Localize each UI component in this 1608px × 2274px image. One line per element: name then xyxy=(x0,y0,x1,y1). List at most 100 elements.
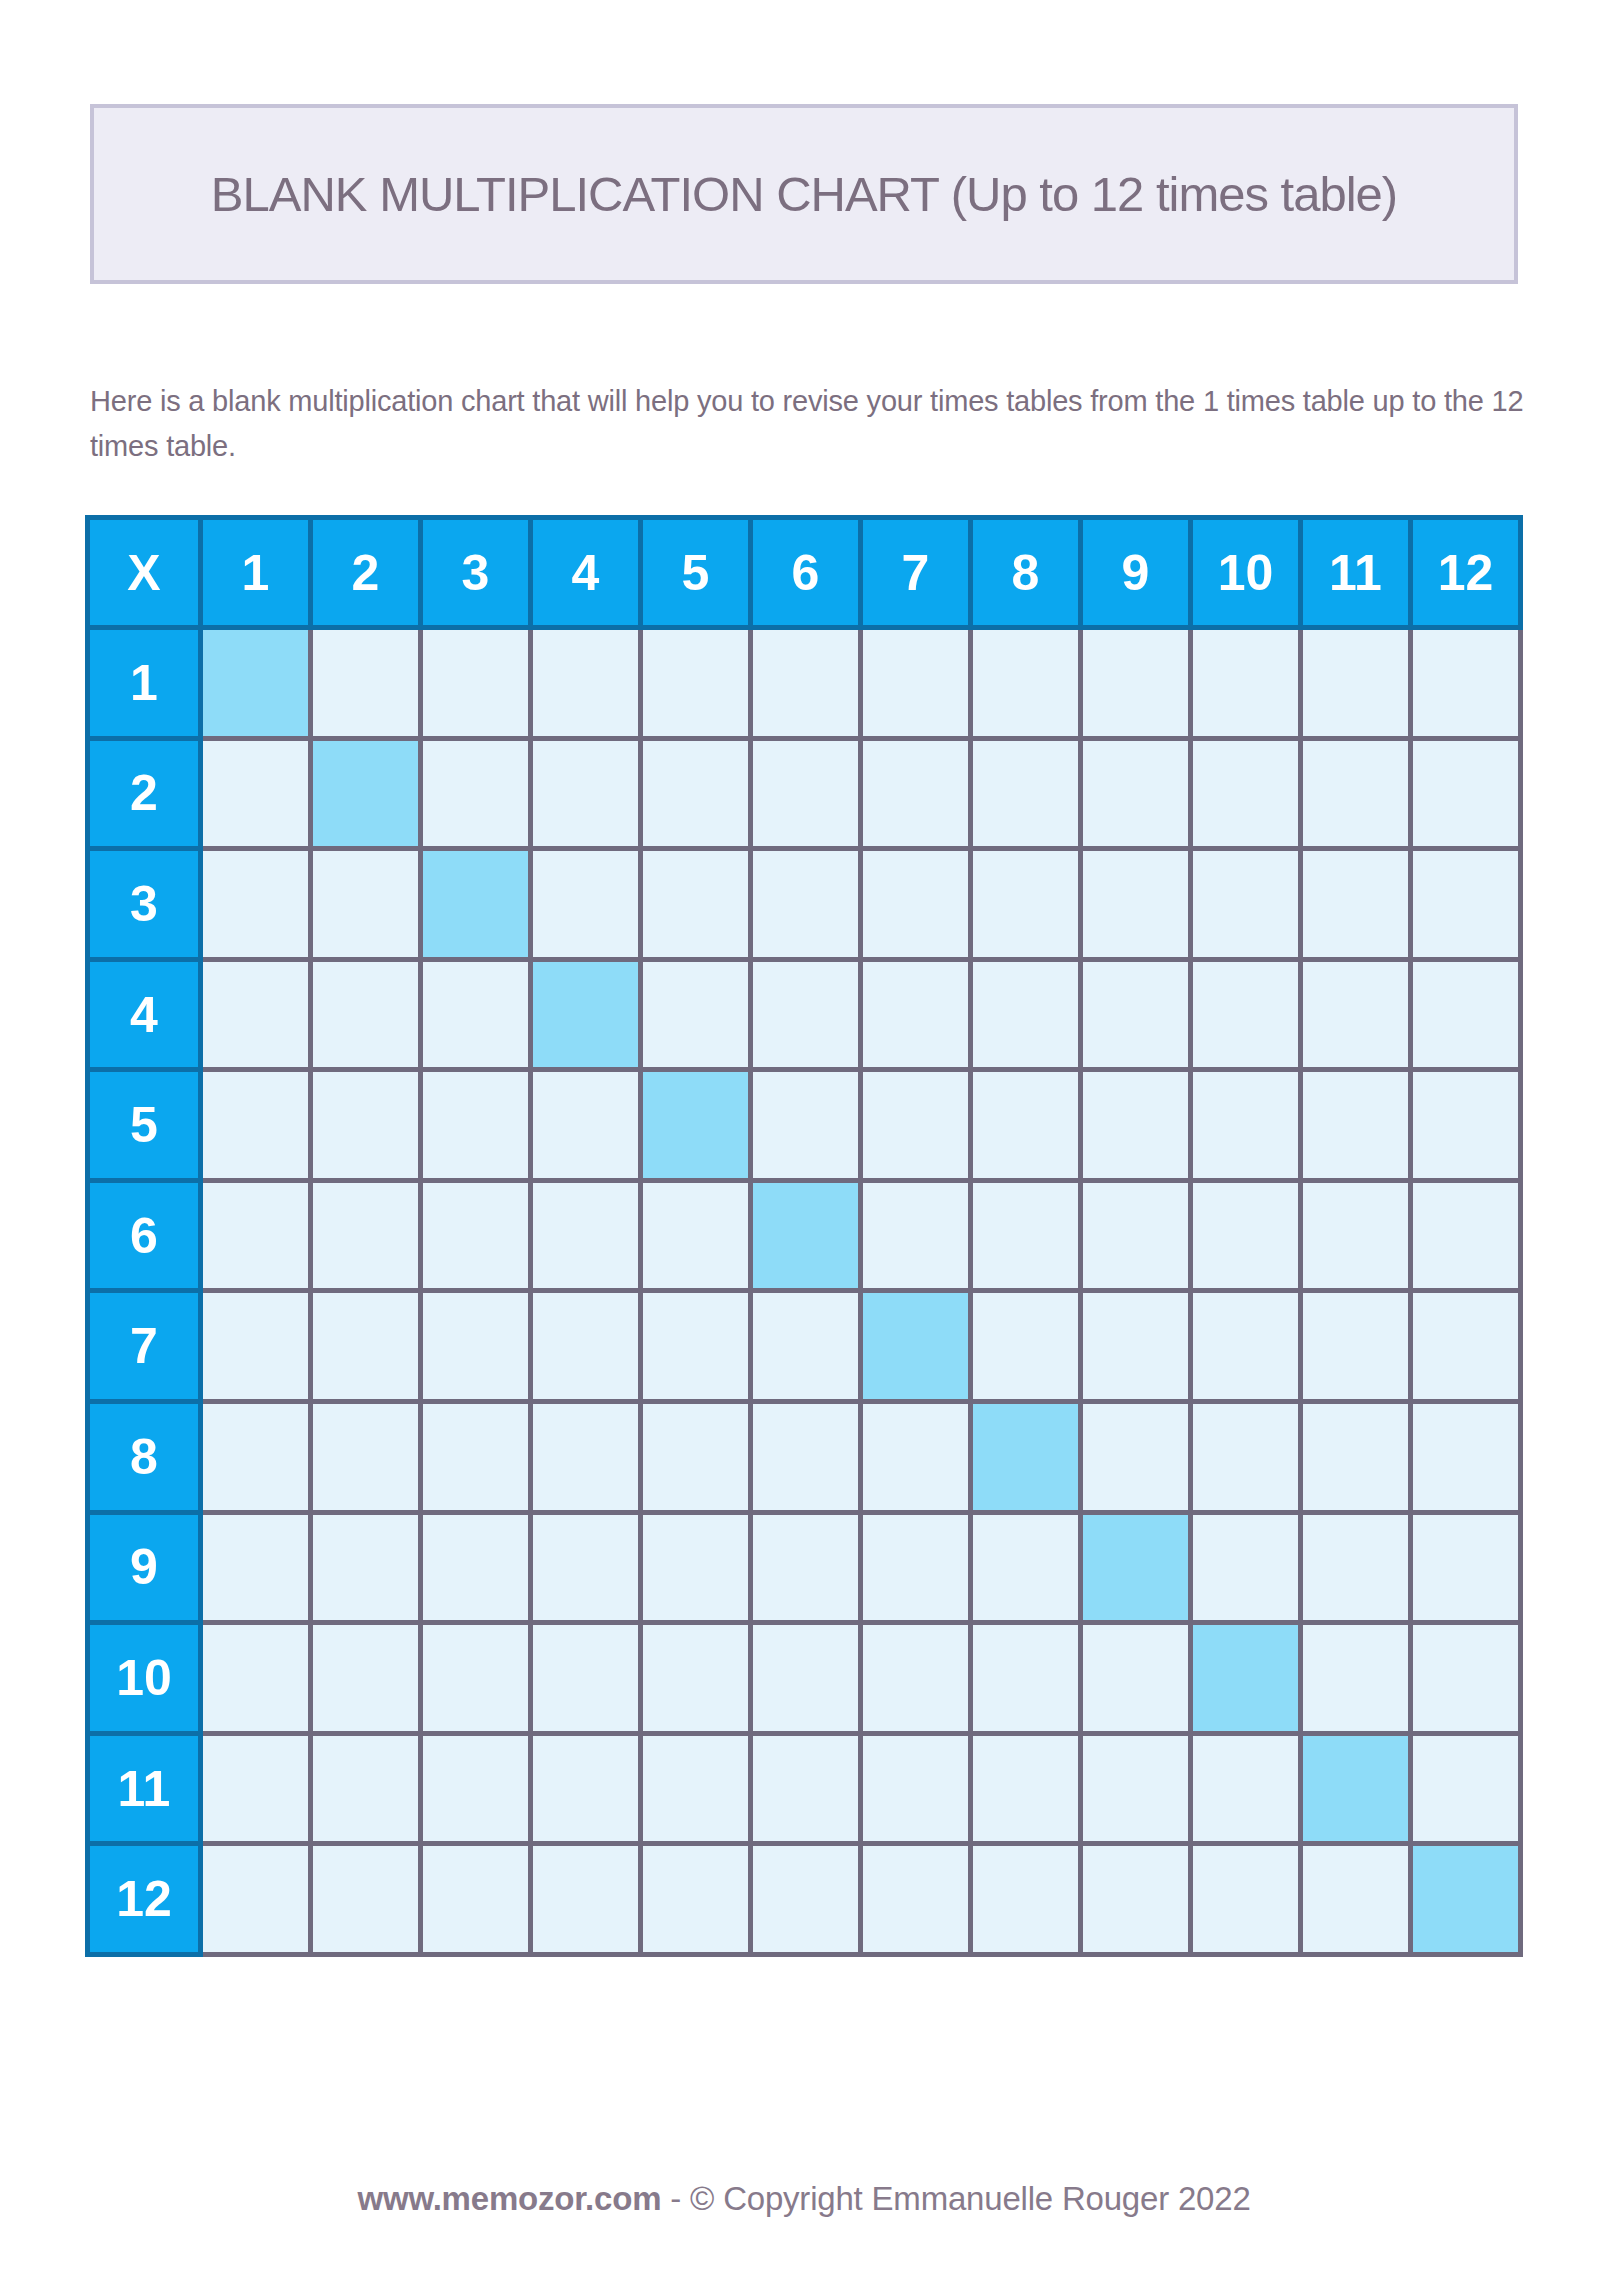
row-header-6: 6 xyxy=(88,1180,201,1291)
blank-cell-1x5 xyxy=(641,628,751,739)
blank-cell-9x5 xyxy=(641,1512,751,1623)
table-row-9: 9 xyxy=(88,1512,1521,1623)
blank-cell-7x1 xyxy=(201,1291,311,1402)
row-header-1: 1 xyxy=(88,628,201,739)
blank-cell-8x5 xyxy=(641,1402,751,1513)
blank-cell-3x4 xyxy=(531,849,641,960)
blank-cell-12x4 xyxy=(531,1844,641,1955)
blank-cell-6x9 xyxy=(1081,1180,1191,1291)
blank-cell-8x11 xyxy=(1301,1402,1411,1513)
blank-cell-4x8 xyxy=(971,959,1081,1070)
footer-copyright: © Copyright Emmanuelle Rouger 2022 xyxy=(690,2180,1250,2217)
row-header-5: 5 xyxy=(88,1070,201,1181)
table-row-2: 2 xyxy=(88,738,1521,849)
blank-cell-7x9 xyxy=(1081,1291,1191,1402)
blank-cell-9x1 xyxy=(201,1512,311,1623)
blank-cell-7x5 xyxy=(641,1291,751,1402)
blank-cell-1x9 xyxy=(1081,628,1191,739)
highlighted-cell-6x6 xyxy=(751,1180,861,1291)
blank-cell-6x5 xyxy=(641,1180,751,1291)
highlighted-cell-9x9 xyxy=(1081,1512,1191,1623)
footer: www.memozor.com - © Copyright Emmanuelle… xyxy=(0,2180,1608,2218)
title-box: BLANK MULTIPLICATION CHART (Up to 12 tim… xyxy=(90,104,1518,284)
column-header-9: 9 xyxy=(1081,518,1191,628)
blank-cell-1x12 xyxy=(1411,628,1521,739)
blank-cell-10x7 xyxy=(861,1623,971,1734)
blank-cell-5x3 xyxy=(421,1070,531,1181)
blank-cell-5x12 xyxy=(1411,1070,1521,1181)
blank-cell-7x11 xyxy=(1301,1291,1411,1402)
blank-cell-2x1 xyxy=(201,738,311,849)
blank-cell-8x2 xyxy=(311,1402,421,1513)
blank-cell-11x9 xyxy=(1081,1733,1191,1844)
table-row-7: 7 xyxy=(88,1291,1521,1402)
blank-cell-10x5 xyxy=(641,1623,751,1734)
blank-cell-2x12 xyxy=(1411,738,1521,849)
row-header-2: 2 xyxy=(88,738,201,849)
blank-cell-1x8 xyxy=(971,628,1081,739)
blank-cell-11x6 xyxy=(751,1733,861,1844)
blank-cell-7x6 xyxy=(751,1291,861,1402)
blank-cell-1x11 xyxy=(1301,628,1411,739)
blank-cell-11x5 xyxy=(641,1733,751,1844)
blank-cell-12x11 xyxy=(1301,1844,1411,1955)
blank-cell-10x8 xyxy=(971,1623,1081,1734)
table-row-12: 12 xyxy=(88,1844,1521,1955)
blank-cell-2x9 xyxy=(1081,738,1191,849)
row-header-12: 12 xyxy=(88,1844,201,1955)
blank-cell-11x8 xyxy=(971,1733,1081,1844)
blank-cell-12x2 xyxy=(311,1844,421,1955)
blank-cell-12x7 xyxy=(861,1844,971,1955)
page-title: BLANK MULTIPLICATION CHART (Up to 12 tim… xyxy=(211,166,1397,222)
blank-cell-3x2 xyxy=(311,849,421,960)
multiplication-table: X123456789101112123456789101112 xyxy=(85,515,1523,1957)
blank-cell-4x6 xyxy=(751,959,861,1070)
highlighted-cell-11x11 xyxy=(1301,1733,1411,1844)
blank-cell-9x2 xyxy=(311,1512,421,1623)
blank-cell-8x9 xyxy=(1081,1402,1191,1513)
blank-cell-1x10 xyxy=(1191,628,1301,739)
highlighted-cell-10x10 xyxy=(1191,1623,1301,1734)
blank-cell-3x9 xyxy=(1081,849,1191,960)
table-row-4: 4 xyxy=(88,959,1521,1070)
column-header-10: 10 xyxy=(1191,518,1301,628)
blank-cell-11x1 xyxy=(201,1733,311,1844)
blank-cell-10x2 xyxy=(311,1623,421,1734)
highlighted-cell-2x2 xyxy=(311,738,421,849)
row-header-3: 3 xyxy=(88,849,201,960)
blank-cell-12x6 xyxy=(751,1844,861,1955)
blank-cell-3x5 xyxy=(641,849,751,960)
blank-cell-11x2 xyxy=(311,1733,421,1844)
blank-cell-10x12 xyxy=(1411,1623,1521,1734)
blank-cell-7x10 xyxy=(1191,1291,1301,1402)
row-header-7: 7 xyxy=(88,1291,201,1402)
blank-cell-11x4 xyxy=(531,1733,641,1844)
table-row-3: 3 xyxy=(88,849,1521,960)
highlighted-cell-5x5 xyxy=(641,1070,751,1181)
blank-cell-8x6 xyxy=(751,1402,861,1513)
blank-cell-9x4 xyxy=(531,1512,641,1623)
blank-cell-8x10 xyxy=(1191,1402,1301,1513)
blank-cell-3x12 xyxy=(1411,849,1521,960)
blank-cell-2x8 xyxy=(971,738,1081,849)
blank-cell-1x2 xyxy=(311,628,421,739)
blank-cell-10x6 xyxy=(751,1623,861,1734)
table-row-1: 1 xyxy=(88,628,1521,739)
blank-cell-4x11 xyxy=(1301,959,1411,1070)
blank-cell-4x2 xyxy=(311,959,421,1070)
blank-cell-5x6 xyxy=(751,1070,861,1181)
table-row-10: 10 xyxy=(88,1623,1521,1734)
blank-cell-10x1 xyxy=(201,1623,311,1734)
blank-cell-4x9 xyxy=(1081,959,1191,1070)
blank-cell-2x7 xyxy=(861,738,971,849)
blank-cell-3x1 xyxy=(201,849,311,960)
blank-cell-3x11 xyxy=(1301,849,1411,960)
blank-cell-2x4 xyxy=(531,738,641,849)
blank-cell-7x2 xyxy=(311,1291,421,1402)
footer-site-url: www.memozor.com xyxy=(357,2180,661,2217)
blank-cell-6x3 xyxy=(421,1180,531,1291)
column-header-8: 8 xyxy=(971,518,1081,628)
blank-cell-12x8 xyxy=(971,1844,1081,1955)
highlighted-cell-12x12 xyxy=(1411,1844,1521,1955)
blank-cell-12x3 xyxy=(421,1844,531,1955)
